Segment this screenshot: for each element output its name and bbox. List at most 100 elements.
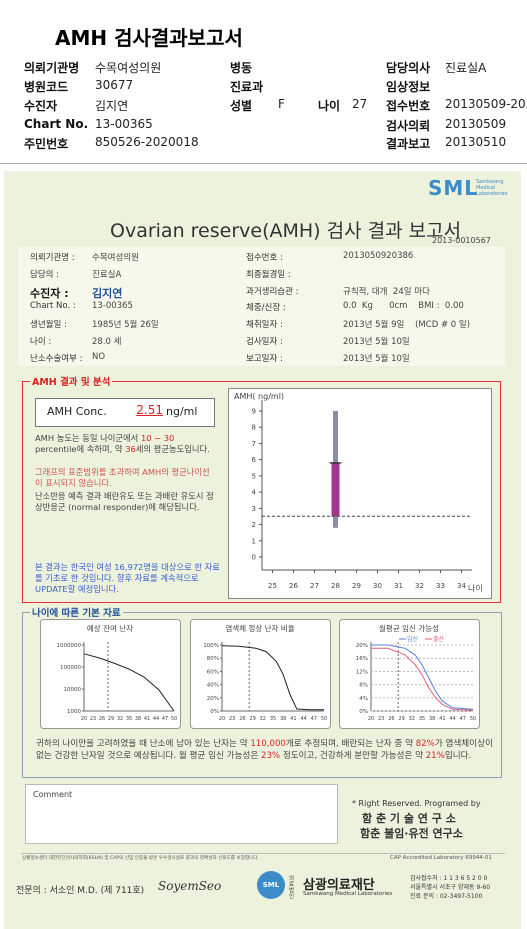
legend-label: 출산 <box>433 635 445 643</box>
info-label: 체중/신장 : <box>246 303 286 314</box>
y-tick-label: 0% <box>210 709 219 715</box>
x-tick-label: 29 <box>249 716 255 722</box>
field-label: 주민번호 <box>24 137 69 151</box>
logo-sub-line: Laboratories <box>476 191 508 197</box>
credit: * Right Reserved. Programed by <box>352 799 481 808</box>
x-tick-label: 31 <box>394 582 403 590</box>
field-label: 진료과 <box>230 80 264 94</box>
field-label: 나이 <box>318 99 341 113</box>
curve <box>371 647 474 711</box>
x-tick-label: 33 <box>436 582 445 590</box>
info-value: NO <box>92 351 106 362</box>
basic-heading: 나이에 따른 기본 자료 <box>30 605 123 619</box>
info-label: 나이 : <box>30 337 52 347</box>
report-title: Ovarian reserve(AMH) 검사 결과 보고서 <box>110 220 462 242</box>
summary: 귀하의 나이만을 고려하였을 때 난소에 남아 있는 난자는 약 110,000… <box>36 738 494 762</box>
contact-line: 검사접수처 : 1 1 3 6 5 2 0 0 <box>410 875 488 882</box>
x-tick-label: 26 <box>239 716 245 722</box>
contact-line: 진료 문의 : 02-3497-5100 <box>410 893 483 900</box>
info-value: 규칙적, 대개 24일 마다 <box>343 286 430 297</box>
y-tick-label: 6 <box>252 456 257 464</box>
x-tick-label: 26 <box>99 716 105 722</box>
field-label: 의뢰기관명 <box>24 61 80 75</box>
doctor: 전문의 : 서소인 M.D. (제 711호) <box>16 886 145 896</box>
y-tick-label: 20% <box>207 696 219 702</box>
field-label: 검사의뢰 <box>386 119 431 133</box>
org-prefix: 의료법인 <box>289 876 295 900</box>
info-label: Chart No. : <box>30 301 76 312</box>
x-tick-label: 28 <box>331 582 340 590</box>
x-tick-label: 29 <box>108 716 114 722</box>
x-tick-label: 38 <box>280 716 286 722</box>
highlight: 23% <box>260 751 281 761</box>
header-title: AMH 검사결과보고서 <box>55 26 243 50</box>
x-tick-label: 47 <box>162 716 168 722</box>
range-box <box>331 462 340 517</box>
credit: 함춘 불임·유전 연구소 <box>360 827 463 840</box>
divider <box>0 163 527 164</box>
highlight: 36 <box>125 444 136 454</box>
field-label: 결과보고 <box>386 137 431 151</box>
logo-sub-line: Samkwang <box>476 179 504 185</box>
text: 세의 평균농도입니다. <box>135 444 210 454</box>
result-box <box>22 381 501 603</box>
x-tick-label: 25 <box>268 582 277 590</box>
x-tick-label: 32 <box>415 582 424 590</box>
info-value: 1985년 5월 26일 <box>92 320 159 331</box>
chart-frame <box>190 619 331 729</box>
info-value: 0.0 Kg 0cm BMI : 0.00 <box>343 301 464 312</box>
x-tick-label: 23 <box>229 716 235 722</box>
x-tick-label: 41 <box>439 716 445 722</box>
x-tick-label: 44 <box>449 716 455 722</box>
y-tick-label: 5 <box>252 472 256 480</box>
paragraph: 그래프의 표준범위를 초과하여 AMH의 평균나이선이 표시되지 않습니다. <box>35 467 210 488</box>
info-label: 채취일자 : <box>246 320 283 331</box>
y-tick-label: 8 <box>252 424 256 432</box>
x-tick-label: 50 <box>171 716 177 722</box>
info-value: 진료실A <box>92 269 122 280</box>
info-value: 2013년 5월 10일 <box>343 353 410 364</box>
mini-chart: 염색체 정상 난자 비율 100% 80% 60% 40% 20% 0%20 23 26 29 32… <box>190 619 331 729</box>
text: 개로 추정되며, 배란되는 난자 중 약 <box>285 739 416 749</box>
conc-label: AMH Conc. <box>47 405 107 418</box>
field-value: 30677 <box>95 78 134 92</box>
field-value: 27 <box>352 97 368 111</box>
logo-sub: Samkwang Medical Laboratories <box>476 179 507 197</box>
x-tick-label: 27 <box>310 582 319 590</box>
info-value: 2013050920386 <box>343 251 414 261</box>
x-tick-label: 35 <box>419 716 425 722</box>
y-tick-label: 16% <box>356 656 368 662</box>
field-label: Chart No. <box>24 117 89 131</box>
info-value: 수목여성의원 <box>92 253 139 263</box>
field-value: 20130510 <box>445 135 507 149</box>
legend-label: 임신 <box>407 635 418 643</box>
y-tick-label: 1000 <box>67 709 81 715</box>
field-value: 20130509 <box>445 117 507 131</box>
logo: SML <box>428 176 479 200</box>
curve <box>83 653 175 712</box>
y-tick-label: 0 <box>252 554 256 562</box>
text: 입니다. <box>444 751 472 761</box>
field-label: 담당의사 <box>386 61 431 75</box>
x-tick-label: 32 <box>117 716 123 722</box>
chart-title: 염색체 정상 난자 비율 <box>225 623 294 633</box>
report-number: 2013-0010567 <box>432 236 491 245</box>
conc-box <box>35 398 215 427</box>
info-label: 생년월일 : <box>30 320 67 331</box>
y-tick-label: 100000 <box>60 665 81 671</box>
chart-frame <box>228 388 492 599</box>
accreditation: 상황정보센터 대한진단검사의학회(KSLM) 및 CAP의 신임 인증을 받은 … <box>22 856 260 861</box>
x-tick-label: 47 <box>460 716 466 722</box>
x-tick-label: 32 <box>260 716 266 722</box>
info-value: 28.0 세 <box>92 337 122 347</box>
credit: 함 춘 기 술 연 구 소 <box>362 812 456 825</box>
basic-box <box>22 612 502 778</box>
x-tick-label: 20 <box>81 716 87 722</box>
field-label: 임상정보 <box>386 80 431 94</box>
field-label: 수진자 <box>24 99 58 113</box>
field-value: F <box>278 97 285 111</box>
info-label: 의뢰기관명 : <box>30 253 75 263</box>
